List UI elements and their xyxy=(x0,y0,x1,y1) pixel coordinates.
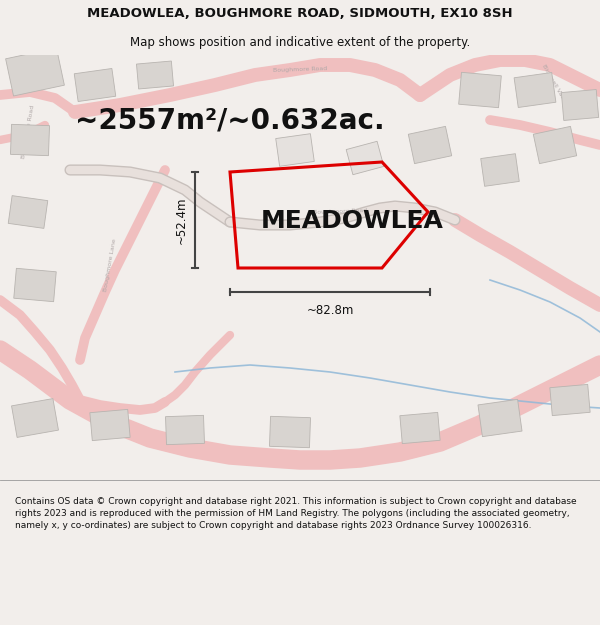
Bar xyxy=(269,416,311,447)
Text: ~52.4m: ~52.4m xyxy=(175,196,187,244)
Bar xyxy=(136,61,173,89)
Text: Boughmore Road: Boughmore Road xyxy=(21,105,35,159)
Bar xyxy=(481,154,519,186)
Bar xyxy=(14,268,56,302)
Bar xyxy=(11,399,58,437)
Bar xyxy=(74,69,116,101)
Bar xyxy=(8,196,48,228)
Text: MEADOWLEA: MEADOWLEA xyxy=(260,209,443,233)
Text: Map shows position and indicative extent of the property.: Map shows position and indicative extent… xyxy=(130,36,470,49)
Bar xyxy=(458,72,502,107)
Bar xyxy=(276,134,314,166)
Bar xyxy=(408,126,452,164)
Bar xyxy=(5,48,64,96)
Bar xyxy=(533,126,577,164)
Text: MEADOWLEA, BOUGHMORE ROAD, SIDMOUTH, EX10 8SH: MEADOWLEA, BOUGHMORE ROAD, SIDMOUTH, EX1… xyxy=(87,8,513,20)
Text: Bickwell Valley: Bickwell Valley xyxy=(541,64,569,106)
Bar xyxy=(166,416,205,444)
Text: Contains OS data © Crown copyright and database right 2021. This information is : Contains OS data © Crown copyright and d… xyxy=(15,498,577,530)
Text: Boughmore Road: Boughmore Road xyxy=(273,66,327,74)
Bar xyxy=(10,124,50,156)
Bar xyxy=(514,72,556,107)
Bar xyxy=(550,384,590,416)
Bar xyxy=(478,399,522,437)
Bar xyxy=(400,412,440,444)
Text: Boughmore Road: Boughmore Road xyxy=(313,209,367,216)
Text: Boughmore Lane: Boughmore Lane xyxy=(103,238,117,292)
Bar xyxy=(562,89,599,121)
Bar xyxy=(90,409,130,441)
Text: ~82.8m: ~82.8m xyxy=(307,304,353,316)
Bar xyxy=(346,141,384,175)
Text: ~2557m²/~0.632ac.: ~2557m²/~0.632ac. xyxy=(75,106,385,134)
